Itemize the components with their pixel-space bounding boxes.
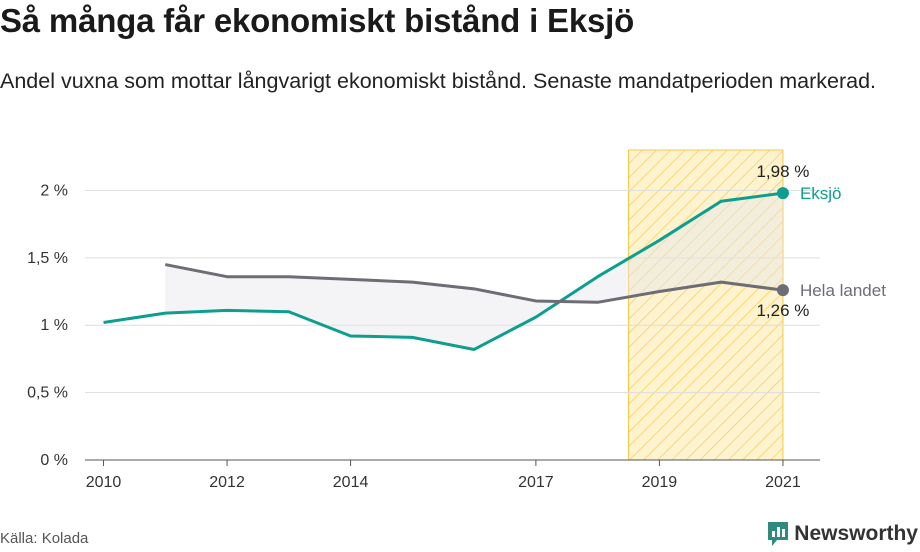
x-tick-label: 2014 xyxy=(333,474,369,491)
x-tick-label: 2019 xyxy=(642,474,678,491)
chart-title: Så många får ekonomiskt bistånd i Eksjö xyxy=(0,2,635,39)
series-label-hela_landet: Hela landet xyxy=(800,281,886,300)
highlight-period xyxy=(628,149,784,461)
series-label-eksjo: Eksjö xyxy=(800,184,842,203)
difference-area xyxy=(165,193,783,350)
x-tick-label: 2012 xyxy=(209,474,245,491)
endpoint-hela_landet xyxy=(776,284,789,297)
y-tick-label: 2 % xyxy=(40,182,68,199)
source-note: Källa: Kolada xyxy=(0,530,89,547)
newsworthy-logo-text: Newsworthy xyxy=(794,522,918,545)
y-tick-label: 1,5 % xyxy=(27,250,68,267)
y-tick-label: 1 % xyxy=(40,317,68,334)
highlight-rect xyxy=(628,149,784,461)
y-tick-label: 0,5 % xyxy=(27,385,68,402)
newsworthy-logo: Newsworthy xyxy=(766,520,918,548)
gridlines: 0 % 0,5 % 1 % 1,5 % 2 % xyxy=(27,182,820,469)
chart-subtitle: Andel vuxna som mottar långvarigt ekonom… xyxy=(0,69,876,93)
series-line-eksjo xyxy=(103,191,784,351)
y-tick-label: 0 % xyxy=(40,452,68,469)
x-axis: 2010 2012 2014 2017 2019 2021 xyxy=(86,460,801,491)
x-tick-label: 2017 xyxy=(518,474,554,491)
x-tick-label: 2010 xyxy=(86,474,122,491)
endpoint-eksjo xyxy=(776,187,789,200)
series-lines xyxy=(103,187,789,351)
difference-area-fill xyxy=(165,193,783,350)
newsworthy-logo-icon xyxy=(768,522,789,546)
value-label-hela_landet: 1,26 % xyxy=(756,301,809,320)
x-tick-label: 2021 xyxy=(765,474,801,491)
value-label-eksjo: 1,98 % xyxy=(756,162,809,181)
